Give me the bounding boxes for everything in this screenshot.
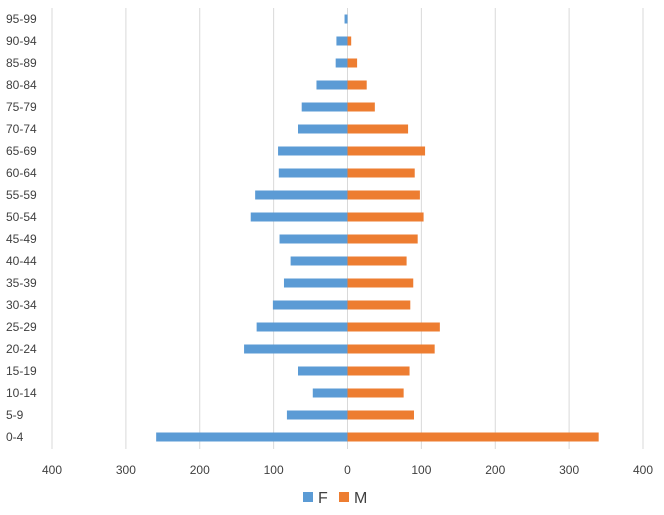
- legend-label-f: F: [318, 490, 328, 507]
- bar-f: [316, 80, 348, 90]
- x-axis-labels: 400 300 200 100 0 100 200 300 400: [42, 463, 653, 477]
- x-tick-label: 300: [116, 463, 136, 477]
- bar-m: [347, 102, 375, 112]
- bar-f: [298, 366, 348, 376]
- bar-f: [244, 344, 348, 354]
- bar-m: [347, 190, 420, 200]
- bar-m: [347, 58, 358, 68]
- y-tick-label: 55-59: [6, 188, 37, 202]
- y-axis-labels: 95-99 90-94 85-89 80-84 75-79 70-74 65-69 60-64…: [6, 12, 37, 444]
- bar-m: [347, 256, 407, 266]
- bar-f: [278, 168, 348, 178]
- bar-f: [344, 14, 348, 24]
- bar-f: [283, 278, 348, 288]
- bar-f: [298, 124, 348, 134]
- bar-m: [347, 80, 367, 90]
- series-m-bars: [347, 36, 599, 442]
- y-tick-label: 80-84: [6, 78, 37, 92]
- x-tick-label: 0: [344, 463, 351, 477]
- gridlines: [51, 8, 644, 449]
- bar-m: [347, 212, 424, 222]
- x-tick-label: 300: [559, 463, 579, 477]
- bar-m: [347, 322, 440, 332]
- bar-f: [250, 212, 348, 222]
- bar-m: [347, 410, 414, 420]
- bar-f: [290, 256, 348, 266]
- bar-f: [272, 300, 348, 310]
- bar-f: [279, 234, 348, 244]
- bar-m: [347, 388, 404, 398]
- series-f-bars: [156, 14, 348, 442]
- bar-m: [347, 366, 410, 376]
- y-tick-label: 65-69: [6, 144, 37, 158]
- y-tick-label: 90-94: [6, 34, 37, 48]
- legend-swatch-m: [339, 492, 349, 502]
- y-tick-label: 10-14: [6, 386, 37, 400]
- legend-label-m: M: [354, 490, 367, 507]
- bar-f: [255, 190, 348, 200]
- y-tick-label: 0-4: [6, 430, 24, 444]
- bar-m: [347, 146, 426, 156]
- y-tick-label: 5-9: [6, 408, 24, 422]
- y-tick-label: 45-49: [6, 232, 37, 246]
- bar-f: [278, 146, 348, 156]
- bar-f: [286, 410, 348, 420]
- y-tick-label: 95-99: [6, 12, 37, 26]
- y-tick-label: 15-19: [6, 364, 37, 378]
- x-tick-label: 400: [633, 463, 653, 477]
- bar-m: [347, 124, 409, 134]
- legend-swatch-f: [303, 492, 313, 502]
- bar-f: [335, 58, 348, 68]
- bar-f: [336, 36, 348, 46]
- x-tick-label: 100: [264, 463, 284, 477]
- bar-f: [301, 102, 348, 112]
- bar-m: [347, 278, 414, 288]
- bar-f: [156, 432, 348, 442]
- y-tick-label: 50-54: [6, 210, 37, 224]
- y-tick-label: 25-29: [6, 320, 37, 334]
- bar-m: [347, 168, 415, 178]
- bar-m: [347, 234, 418, 244]
- bar-m: [347, 344, 435, 354]
- y-tick-label: 75-79: [6, 100, 37, 114]
- bar-f: [256, 322, 348, 332]
- bar-m: [347, 300, 411, 310]
- y-tick-label: 85-89: [6, 56, 37, 70]
- bar-m: [347, 432, 599, 442]
- bar-m: [347, 36, 352, 46]
- x-tick-label: 200: [485, 463, 505, 477]
- y-tick-label: 35-39: [6, 276, 37, 290]
- y-tick-label: 30-34: [6, 298, 37, 312]
- x-tick-label: 100: [411, 463, 431, 477]
- x-tick-label: 400: [42, 463, 62, 477]
- y-tick-label: 60-64: [6, 166, 37, 180]
- y-tick-label: 20-24: [6, 342, 37, 356]
- y-tick-label: 70-74: [6, 122, 37, 136]
- x-tick-label: 200: [190, 463, 210, 477]
- bar-f: [312, 388, 348, 398]
- y-tick-label: 40-44: [6, 254, 37, 268]
